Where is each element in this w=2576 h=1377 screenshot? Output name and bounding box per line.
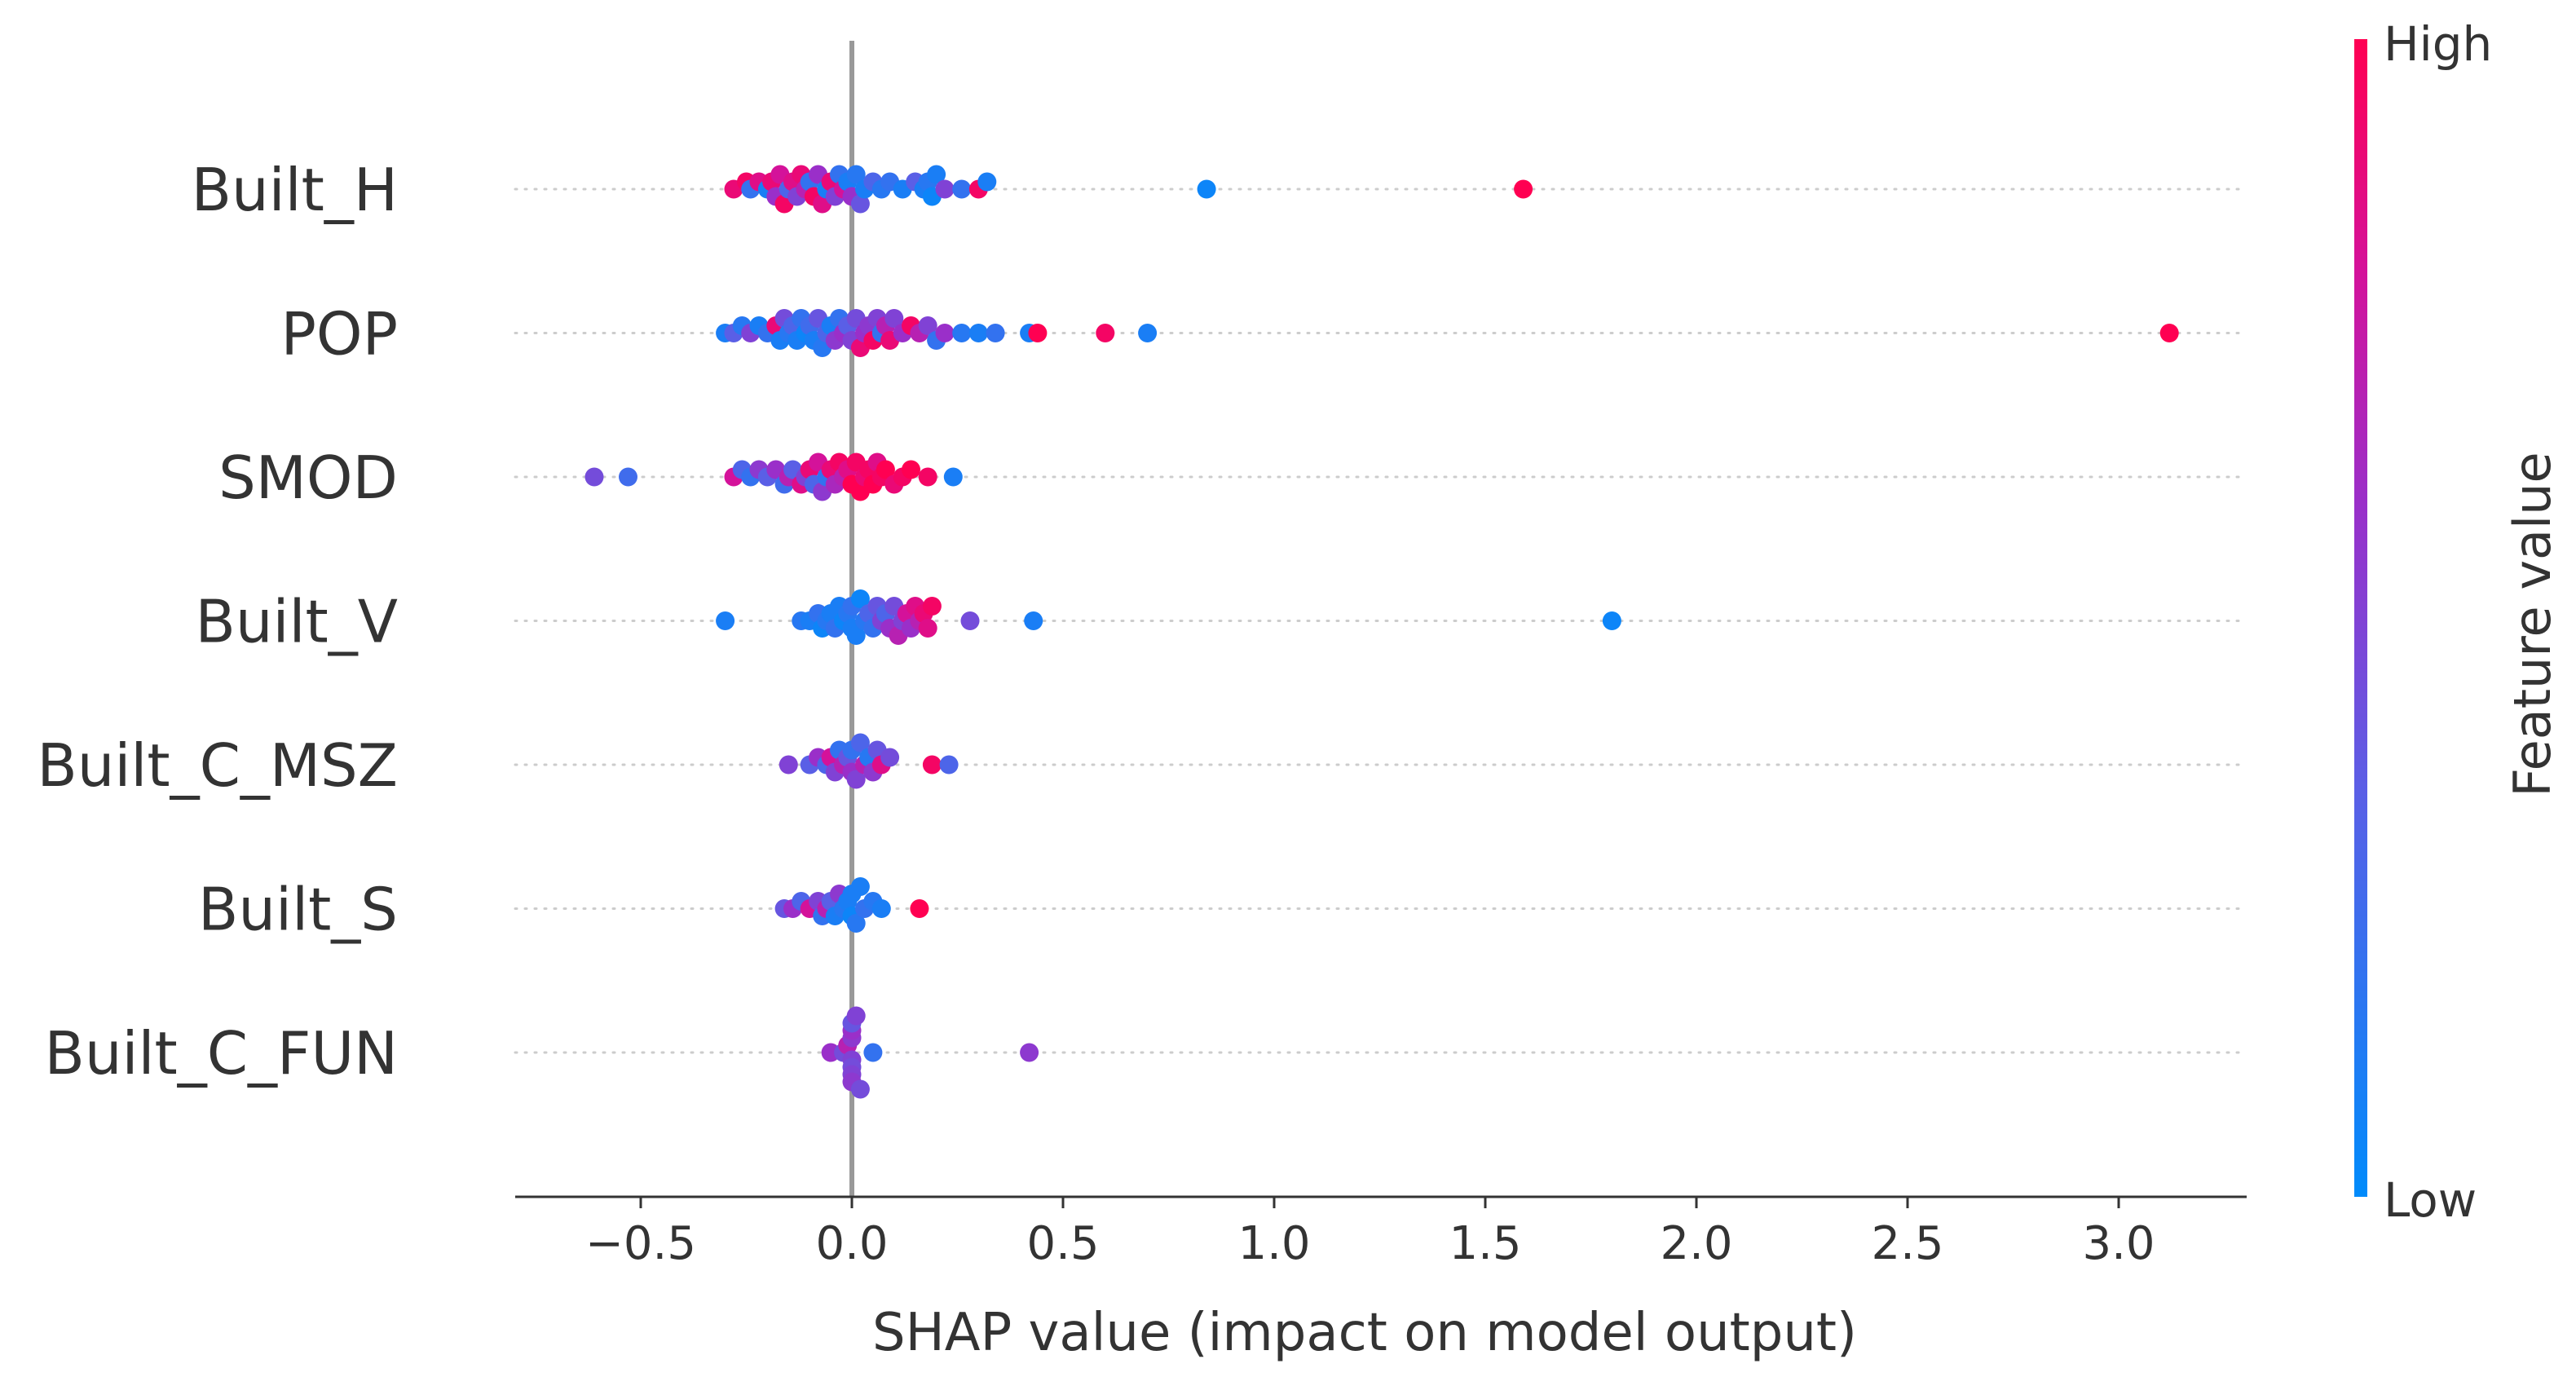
data-point bbox=[850, 194, 870, 214]
data-point bbox=[918, 619, 937, 638]
colorbar-title: Feature value bbox=[2503, 452, 2562, 797]
data-point bbox=[850, 589, 870, 608]
feature-label: Built_H bbox=[192, 156, 398, 224]
data-point bbox=[876, 460, 895, 479]
x-tick-label: −0.5 bbox=[585, 1217, 696, 1270]
feature-label: Built_C_FUN bbox=[44, 1019, 398, 1088]
data-point bbox=[1514, 179, 1533, 199]
data-point bbox=[1020, 1043, 1039, 1062]
data-point bbox=[884, 309, 904, 328]
data-point bbox=[952, 179, 972, 199]
colorbar-gradient bbox=[2354, 39, 2367, 1197]
data-point bbox=[846, 1006, 866, 1026]
data-point bbox=[871, 899, 891, 918]
data-point bbox=[935, 179, 955, 199]
data-point bbox=[918, 467, 937, 487]
data-point bbox=[880, 748, 900, 767]
data-point bbox=[846, 165, 866, 184]
data-points bbox=[584, 165, 2179, 1099]
x-axis: −0.5 0.0 0.5 1.0 1.5 2.0 2.5 3.0 bbox=[515, 1195, 2247, 1270]
data-point bbox=[850, 877, 870, 896]
feature-label: SMOD bbox=[218, 444, 398, 512]
x-tick-label: 1.0 bbox=[1237, 1217, 1310, 1270]
data-point bbox=[716, 611, 735, 630]
data-point bbox=[939, 755, 959, 775]
data-point bbox=[850, 1079, 870, 1099]
x-tick-label: 2.0 bbox=[1660, 1217, 1732, 1270]
data-point bbox=[863, 1043, 883, 1062]
data-point bbox=[584, 467, 604, 487]
data-point bbox=[846, 626, 866, 645]
data-point bbox=[922, 597, 942, 616]
data-point bbox=[2159, 324, 2179, 342]
data-point bbox=[1197, 179, 1216, 199]
data-point bbox=[927, 165, 946, 184]
data-point bbox=[922, 755, 942, 775]
data-point bbox=[1096, 324, 1115, 342]
data-point bbox=[1138, 324, 1158, 342]
x-axis-title: SHAP value (impact on model output) bbox=[872, 1303, 1857, 1363]
data-point bbox=[846, 770, 866, 789]
data-point bbox=[1024, 611, 1043, 630]
x-tick-label: 1.5 bbox=[1449, 1217, 1521, 1270]
x-tick-label: 3.0 bbox=[2082, 1217, 2155, 1270]
feature-label: Built_C_MSZ bbox=[37, 731, 398, 800]
data-point bbox=[619, 467, 637, 487]
data-point bbox=[968, 324, 988, 342]
feature-labels: Built_H POP SMOD Built_V Built_C_MSZ Built_S B… bbox=[37, 156, 398, 1088]
data-point bbox=[1028, 324, 1048, 342]
data-point bbox=[779, 755, 798, 775]
feature-label: POP bbox=[280, 300, 398, 369]
data-point bbox=[846, 914, 866, 933]
data-point bbox=[977, 172, 997, 192]
colorbar: High Low Feature value bbox=[2354, 16, 2562, 1228]
feature-label: Built_V bbox=[195, 588, 398, 656]
data-point bbox=[943, 467, 963, 487]
feature-label: Built_S bbox=[198, 876, 398, 944]
data-point bbox=[960, 611, 980, 630]
colorbar-high-label: High bbox=[2384, 16, 2492, 72]
x-tick-label: 2.5 bbox=[1871, 1217, 1943, 1270]
data-point bbox=[952, 324, 972, 342]
data-point bbox=[1602, 611, 1621, 630]
data-point bbox=[850, 733, 870, 752]
data-point bbox=[910, 899, 929, 918]
data-point bbox=[918, 316, 937, 335]
x-tick-label: 0.5 bbox=[1026, 1217, 1099, 1270]
data-point bbox=[902, 460, 920, 479]
data-point bbox=[986, 324, 1005, 342]
colorbar-low-label: Low bbox=[2384, 1172, 2477, 1228]
x-tick-label: 0.0 bbox=[815, 1217, 888, 1270]
data-point bbox=[935, 324, 955, 342]
